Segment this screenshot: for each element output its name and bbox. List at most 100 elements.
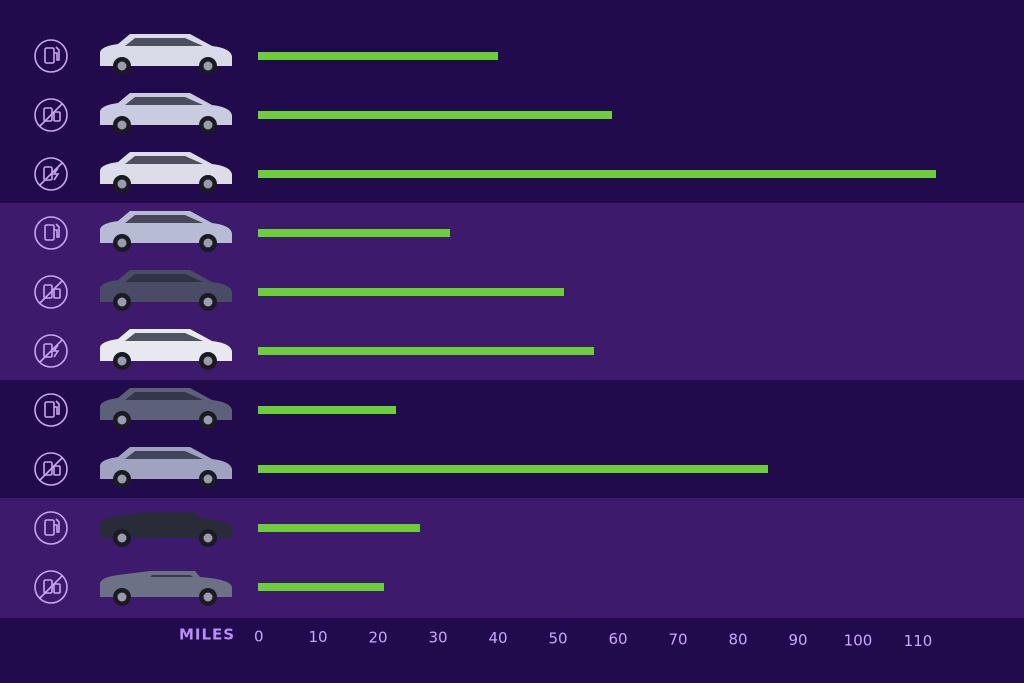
x-tick-label: 100 [844,632,873,650]
x-tick-label: 50 [548,630,567,648]
x-tick-label: 110 [904,632,933,650]
bar [258,406,396,414]
car-hub [203,179,213,189]
icon-bolt [52,344,60,358]
icon-slash [39,280,63,304]
bar [258,52,498,60]
icon-pump [44,224,55,241]
icon-ring [34,39,68,73]
bar [258,229,450,237]
car-hub [117,179,127,189]
bar [258,583,384,591]
bar [258,524,420,532]
icon-ring [34,334,68,368]
car-hub [117,415,127,425]
icon-ring [34,275,68,309]
car-hub [117,120,127,130]
icon-battery [53,111,61,122]
bar [258,288,564,296]
vehicle-image [100,329,232,370]
vehicle-image [100,512,232,547]
fuel-type-icon [34,275,68,309]
car-window [150,575,193,577]
car-hub [117,533,127,543]
bar [258,111,612,119]
car-hub [117,238,127,248]
vehicle-image [100,270,232,311]
car-hub [117,474,127,484]
car-window [125,451,203,459]
car-hub [117,297,127,307]
bar [258,465,768,473]
icon-pump [44,401,55,418]
fuel-type-icon [34,393,68,427]
fuel-type-icon [34,570,68,604]
car-hub [203,297,213,307]
fuel-type-icon [34,452,68,486]
car-hub [203,61,213,71]
car-window [150,516,193,518]
car-window [125,392,203,400]
car-hub [117,356,127,366]
icon-ring [34,216,68,250]
icon-slash [39,575,63,599]
x-tick-label: 20 [368,628,387,646]
icon-ring [34,452,68,486]
icon-slash [39,162,63,186]
car-window [125,38,203,46]
icon-pump [44,519,55,536]
x-tick-label: 10 [308,628,327,646]
icon-pump [44,47,55,64]
car-hub [203,533,213,543]
car-hub [117,592,127,602]
car-window [125,156,203,164]
car-hub [203,592,213,602]
car-window [125,274,203,282]
vehicle-image [100,152,232,193]
x-tick-label: 80 [728,631,747,649]
car-body [100,512,232,538]
icon-ring [34,98,68,132]
car-hub [117,61,127,71]
car-hub [203,238,213,248]
x-tick-label: 40 [488,629,507,647]
fuel-type-icon [34,511,68,545]
car-window [125,215,203,223]
icon-nozzle [54,400,60,415]
icon-nozzle [54,223,60,238]
x-tick-label: 70 [668,630,687,648]
icon-nozzle [54,46,60,61]
icon-ring [34,570,68,604]
car-hub [203,356,213,366]
car-body [100,571,232,597]
car-hub [203,415,213,425]
icon-slash [39,103,63,127]
car-hub [203,474,213,484]
fuel-type-icon [34,157,68,191]
vehicle-image [100,34,232,75]
icon-nozzle [54,518,60,533]
fuel-type-icon [34,216,68,250]
vehicle-image [100,388,232,429]
fuel-type-icon [34,334,68,368]
icon-battery [53,288,61,299]
x-axis-label: MILES [179,626,235,644]
icon-battery [53,465,61,476]
vehicle-image [100,571,232,606]
fuel-type-icon [34,98,68,132]
vehicle-image [100,447,232,488]
vehicle-image [100,211,232,252]
fuel-type-icon [34,39,68,73]
car-hub [203,120,213,130]
bar [258,170,936,178]
x-tick-label: 30 [428,629,447,647]
icon-battery [53,583,61,594]
x-tick-label: 0 [254,628,264,646]
car-window [125,97,203,105]
vehicle-image [100,93,232,134]
icon-slash [39,457,63,481]
icon-slash [39,339,63,363]
car-window [125,333,203,341]
bar [258,347,594,355]
